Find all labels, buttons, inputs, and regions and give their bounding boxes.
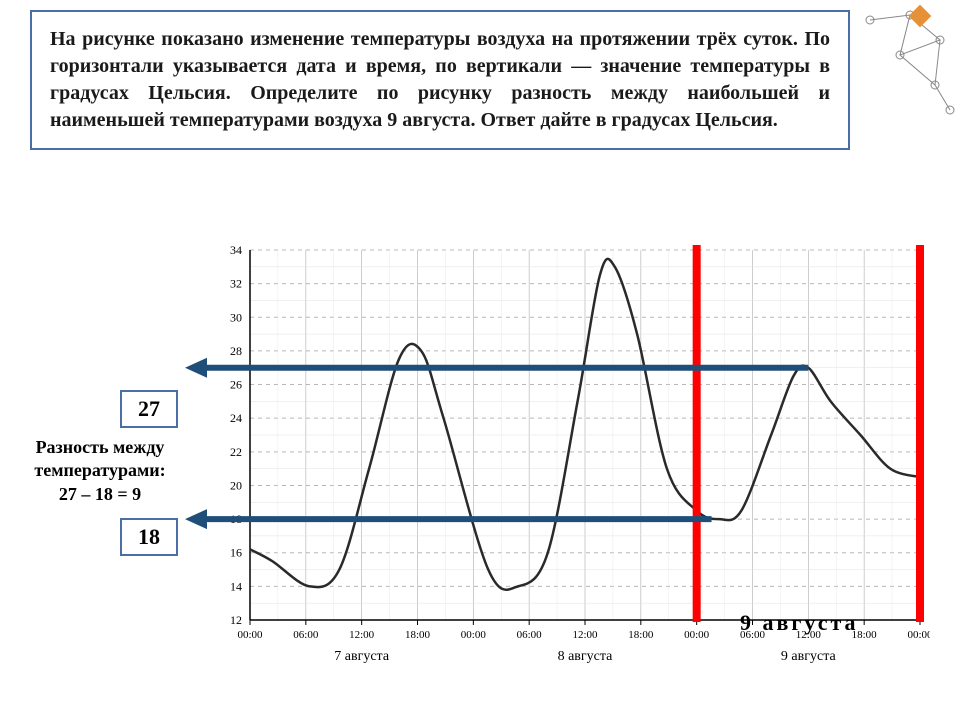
svg-text:06:00: 06:00: [293, 629, 319, 641]
svg-text:20: 20: [230, 478, 242, 492]
svg-text:30: 30: [230, 310, 242, 324]
svg-text:18: 18: [230, 512, 242, 526]
svg-text:12:00: 12:00: [572, 629, 598, 641]
svg-text:16: 16: [230, 546, 242, 560]
svg-text:7 августа: 7 августа: [334, 649, 390, 664]
svg-text:00:00: 00:00: [684, 629, 710, 641]
max-value-box: 27: [120, 390, 178, 428]
svg-text:00:00: 00:00: [461, 629, 487, 641]
day-label-overlay: 9 августа: [740, 610, 859, 636]
svg-text:00:00: 00:00: [907, 629, 930, 641]
svg-text:24: 24: [230, 411, 242, 425]
svg-text:32: 32: [230, 277, 242, 291]
diff-label: Разность между температурами: 27 – 18 = …: [5, 436, 195, 506]
svg-text:34: 34: [230, 243, 242, 257]
svg-text:8 августа: 8 августа: [558, 649, 614, 664]
svg-text:28: 28: [230, 344, 242, 358]
diff-line1: Разность между: [5, 436, 195, 459]
min-value-box: 18: [120, 518, 178, 556]
svg-text:26: 26: [230, 378, 242, 392]
svg-text:9 августа: 9 августа: [781, 649, 837, 664]
question-text: На рисунке показано изменение температур…: [50, 26, 830, 134]
svg-text:22: 22: [230, 445, 242, 459]
diff-calc: 27 – 18 = 9: [5, 483, 195, 506]
corner-decoration: [840, 0, 960, 120]
svg-text:18:00: 18:00: [628, 629, 654, 641]
question-box: На рисунке показано изменение температур…: [30, 10, 850, 150]
diff-line2: температурами:: [5, 459, 195, 482]
svg-text:12:00: 12:00: [349, 629, 375, 641]
svg-text:14: 14: [230, 579, 242, 593]
svg-text:12: 12: [230, 613, 242, 627]
svg-text:00:00: 00:00: [237, 629, 263, 641]
svg-text:06:00: 06:00: [517, 629, 543, 641]
svg-text:18:00: 18:00: [405, 629, 431, 641]
